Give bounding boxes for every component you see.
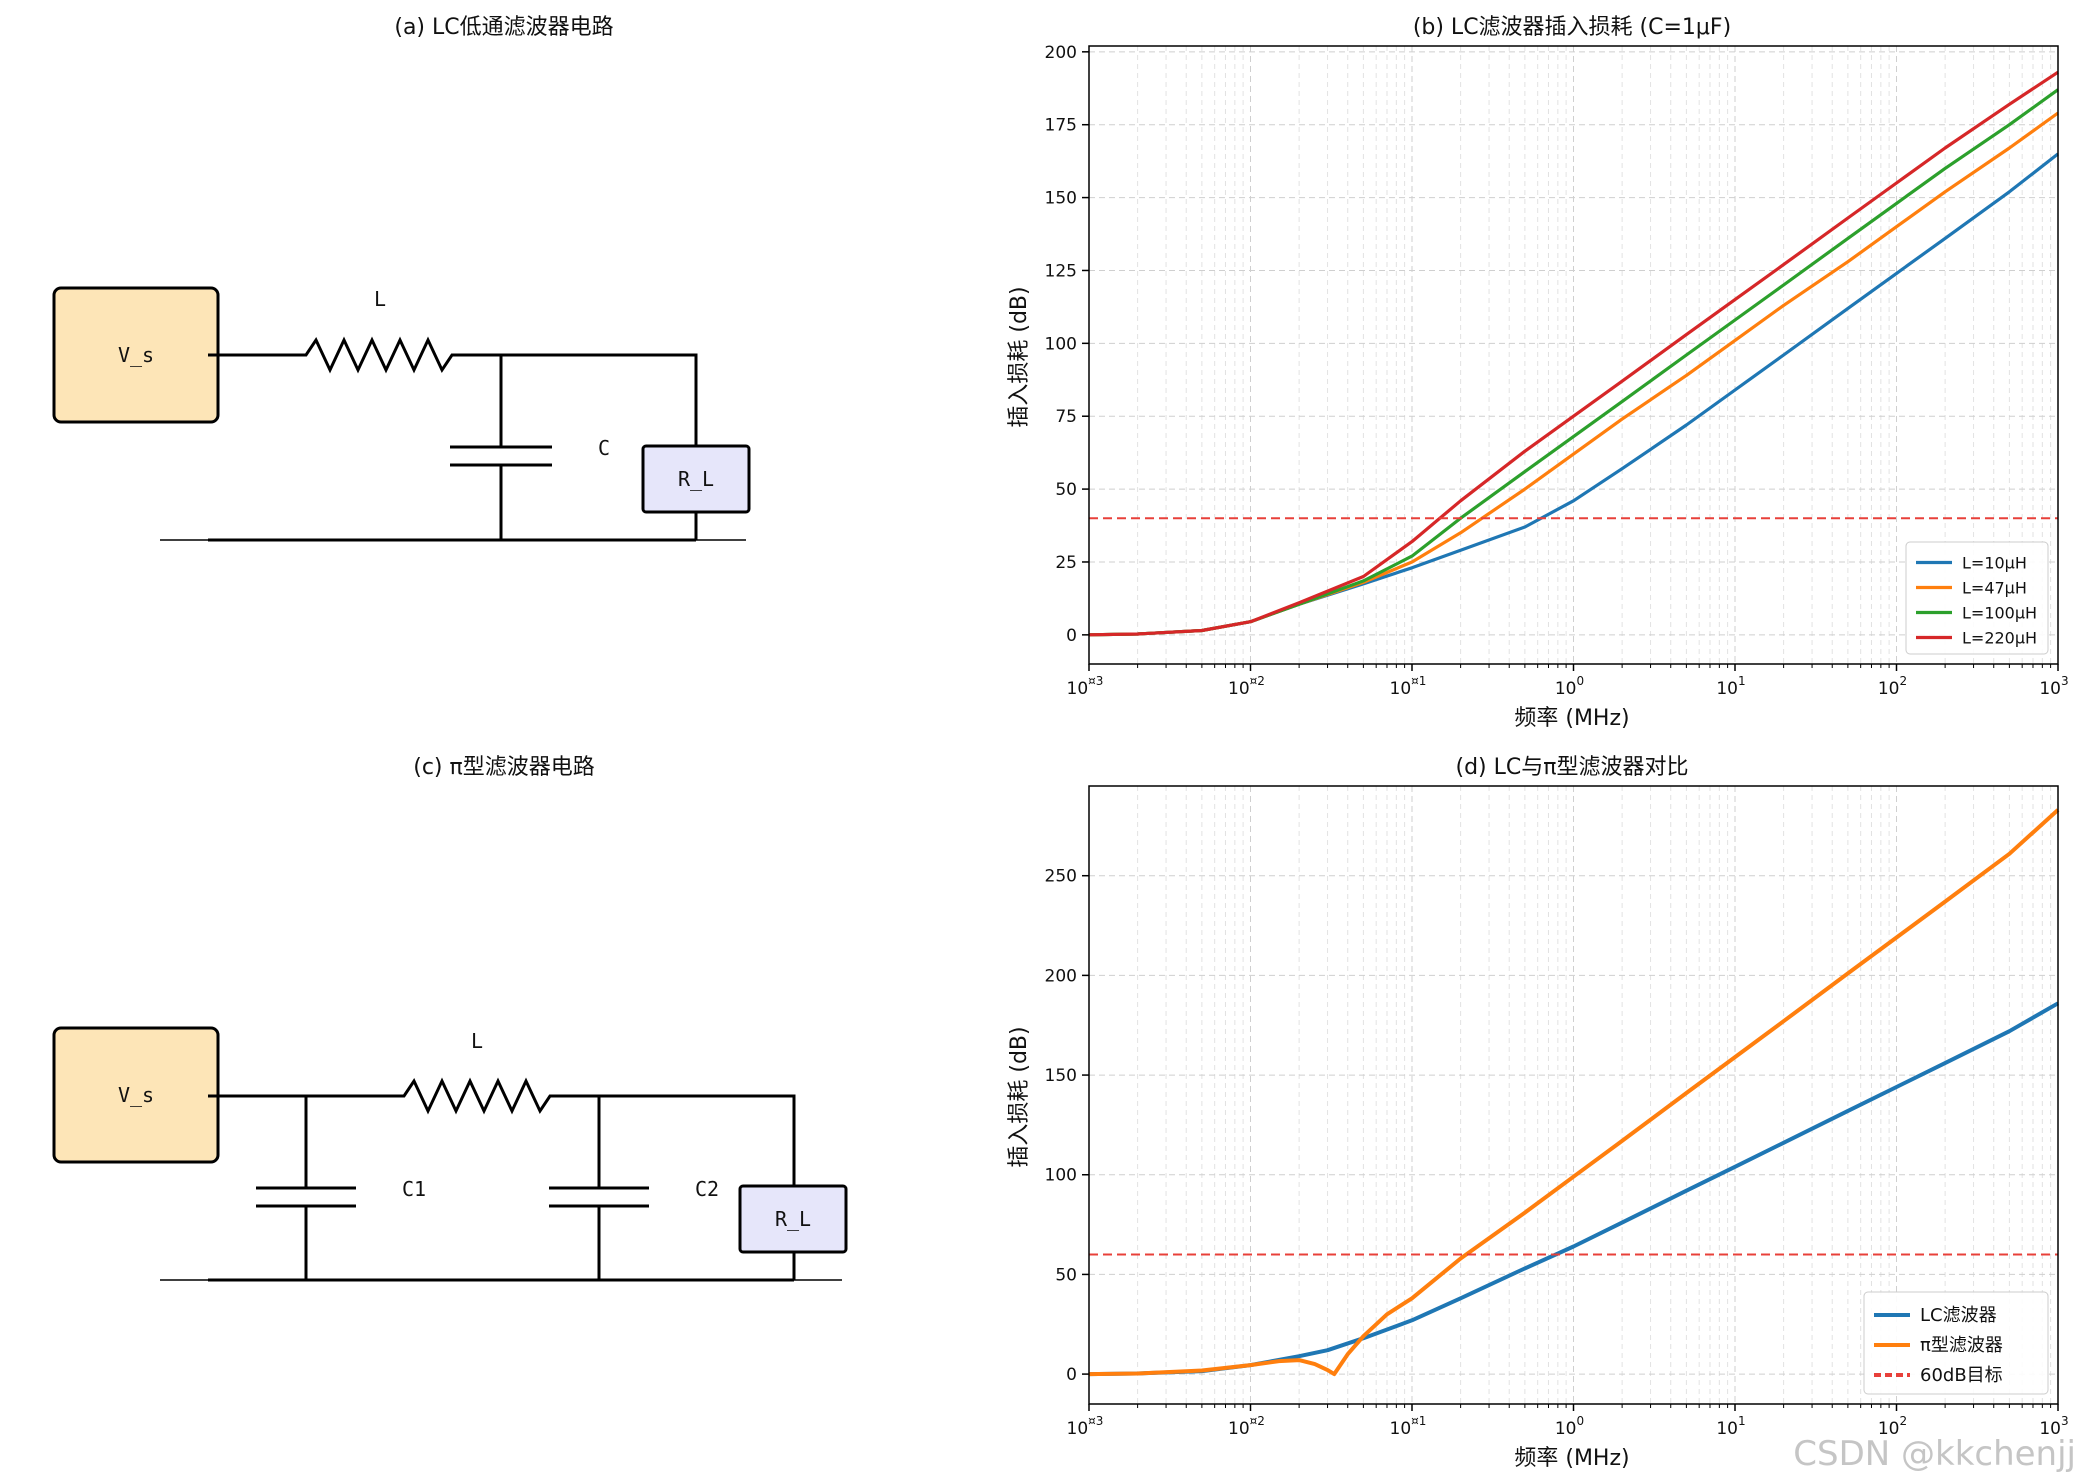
chart-b-title: (b) LC滤波器插入损耗 (C=1μF) [1413, 15, 1731, 40]
chart-b-xlabel: 频率 (MHz) [1514, 706, 1629, 731]
legend-label: π型滤波器 [1920, 1335, 2003, 1356]
x-tick-label: 103 [2039, 674, 2068, 699]
chart-d-title: (d) LC与π型滤波器对比 [1456, 755, 1689, 780]
source-label: V_s [118, 1083, 154, 1107]
chart-b-ylabel: 插入损耗 (dB) [1007, 286, 1032, 427]
legend-label: L=47μH [1962, 579, 2027, 598]
panel-c-circuit: (c) π型滤波器电路 V_s L C1 C2 R_L [52, 755, 848, 1282]
y-tick-label: 150 [1045, 189, 1077, 209]
x-tick-label: 100 [1555, 1414, 1584, 1439]
x-tick-label: 103 [2039, 1414, 2068, 1439]
y-tick-label: 50 [1055, 1265, 1077, 1285]
x-tick-label: 102 [1878, 674, 1907, 699]
chart-d-frame [1088, 785, 2059, 1405]
y-tick-label: 0 [1066, 1365, 1077, 1385]
chart-d-grid [1088, 786, 2059, 1404]
inductor-label: L [374, 287, 386, 311]
chart-b-legend: L=10μH L=47μH L=100μH L=220μH [1905, 541, 2049, 655]
x-tick-label: 102 [1878, 1414, 1907, 1439]
x-tick-label: 10¤2 [1228, 1414, 1265, 1439]
capacitor1-label: C1 [402, 1177, 426, 1201]
y-tick-label: 100 [1045, 334, 1077, 354]
legend-label: 60dB目标 [1920, 1365, 2003, 1386]
y-tick-label: 25 [1055, 553, 1077, 573]
x-tick-label: 10¤3 [1067, 674, 1104, 699]
x-tick-label: 101 [1716, 1414, 1745, 1439]
y-tick-label: 200 [1045, 43, 1077, 63]
load-label: R_L [678, 467, 714, 491]
inductor-label: L [471, 1029, 483, 1053]
y-tick-label: 150 [1045, 1066, 1077, 1086]
x-tick-label: 10¤1 [1390, 674, 1427, 699]
legend-box [1863, 1291, 2049, 1395]
capacitor-label: C [598, 436, 610, 460]
x-tick-label: 101 [1716, 674, 1745, 699]
capacitor-symbol [450, 355, 552, 540]
y-tick-label: 100 [1045, 1166, 1077, 1186]
capacitor1-symbol [256, 1096, 356, 1280]
legend-box [1905, 541, 2049, 655]
legend-label: L=10μH [1962, 554, 2027, 573]
series-line [1088, 70, 2059, 637]
x-tick-label: 10¤2 [1228, 674, 1265, 699]
y-tick-label: 200 [1045, 966, 1077, 986]
watermark: CSDN @kkchenjj [1793, 1434, 2076, 1474]
y-tick-label: 250 [1045, 867, 1077, 887]
legend-label: L=220μH [1962, 629, 2037, 648]
chart-d-legend: LC滤波器 π型滤波器 60dB目标 [1863, 1291, 2049, 1395]
y-tick-label: 50 [1055, 480, 1077, 500]
x-tick-label: 10¤1 [1390, 1414, 1427, 1439]
panel-a-title: (a) LC低通滤波器电路 [394, 15, 613, 40]
panel-c-title: (c) π型滤波器电路 [413, 755, 595, 780]
x-tick-label: 100 [1555, 674, 1584, 699]
panel-a-circuit: (a) LC低通滤波器电路 V_s L C R_L [52, 15, 751, 542]
legend-label: L=100μH [1962, 604, 2037, 623]
capacitor2-symbol [549, 1096, 649, 1280]
x-tick-label: 10¤3 [1067, 1414, 1104, 1439]
chart-b: (b) LC滤波器插入损耗 (C=1μF) 频率 (MHz) 插入损耗 (dB)… [1007, 15, 2069, 731]
y-tick-label: 75 [1055, 407, 1077, 427]
source-label: V_s [118, 343, 154, 367]
chart-b-frame [1088, 45, 2059, 665]
chart-b-series [1088, 70, 2059, 637]
chart-d-series [1088, 808, 2060, 1377]
chart-d-ylabel: 插入损耗 (dB) [1007, 1026, 1032, 1167]
series-wire [208, 336, 698, 446]
chart-d-xlabel: 频率 (MHz) [1514, 1446, 1629, 1471]
series-wire [208, 1077, 796, 1186]
legend-label: LC滤波器 [1920, 1305, 1997, 1326]
chart-b-ticks: 10¤3 10¤2 10¤1 100 101 102 103 0 25 50 75 100 125 150… [1045, 43, 2069, 699]
y-tick-label: 175 [1045, 116, 1077, 136]
y-tick-label: 0 [1066, 626, 1077, 646]
y-tick-label: 125 [1045, 261, 1077, 281]
capacitor2-label: C2 [695, 1177, 719, 1201]
chart-d: (d) LC与π型滤波器对比 频率 (MHz) 插入损耗 (dB) 10¤3 10… [1007, 755, 2069, 1471]
series-line [1088, 808, 2060, 1377]
load-label: R_L [775, 1207, 811, 1231]
